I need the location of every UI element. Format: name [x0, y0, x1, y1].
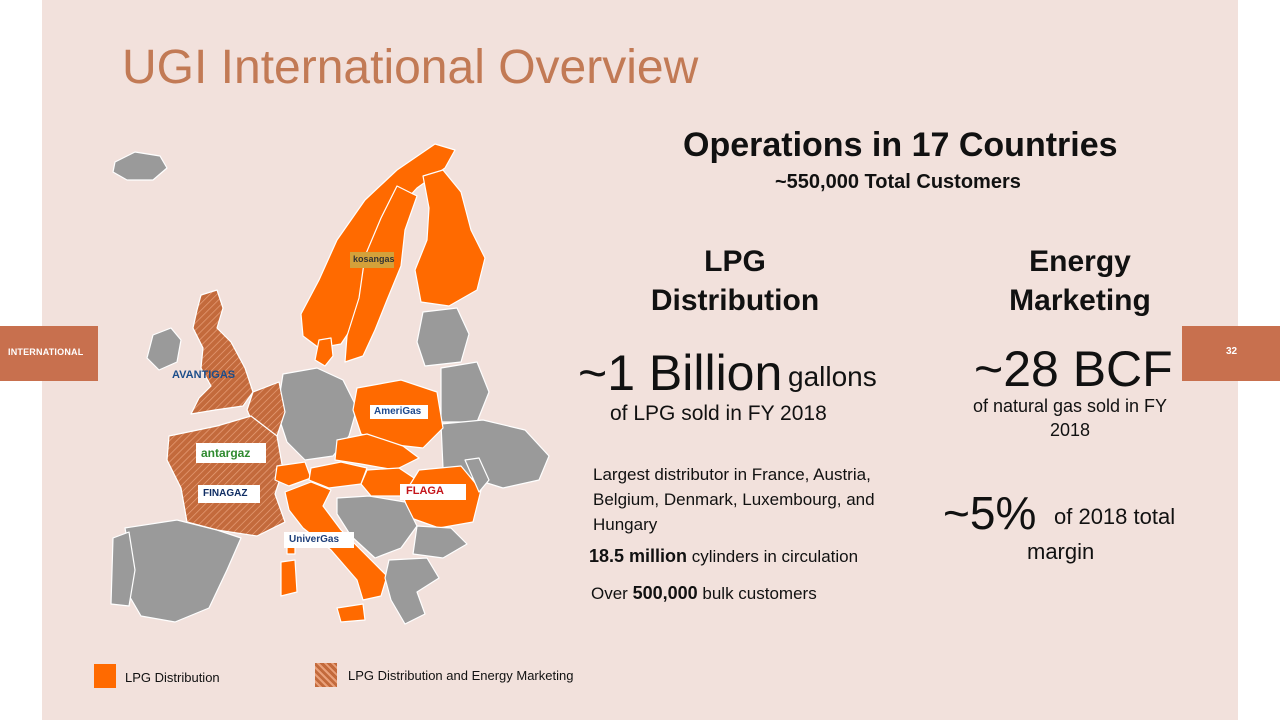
bulk-text: bulk customers	[702, 584, 817, 603]
map-bulgaria	[412, 525, 468, 559]
energy-heading-line1: Energy	[1029, 245, 1131, 278]
operations-headline: Operations in 17 Countries	[683, 126, 1118, 164]
univergas-logo: UniverGas	[284, 532, 354, 548]
lpg-volume-unit: gallons	[788, 361, 877, 392]
page-number-tab: 32	[1182, 326, 1280, 381]
cylinders-count: 18.5 million	[589, 546, 688, 566]
map-belarus	[440, 361, 490, 423]
lpg-volume-caption: of LPG sold in FY 2018	[610, 402, 827, 425]
map-ireland	[146, 327, 182, 371]
legend-swatch-lpg-energy	[315, 663, 337, 687]
legend-swatch-lpg	[94, 664, 116, 688]
bulk-customers-line: Over 500,000 bulk customers	[591, 583, 817, 604]
map-france	[166, 415, 286, 537]
cylinders-line: 18.5 million cylinders in circulation	[589, 546, 858, 567]
legend-label-lpg-energy: LPG Distribution and Energy Marketing	[348, 668, 574, 683]
europe-map	[110, 143, 550, 625]
map-portugal	[110, 531, 136, 607]
energy-volume-big: ~28 BCF	[974, 341, 1173, 397]
lpg-heading-line1: LPG	[704, 245, 766, 278]
energy-margin-caption-line2: margin	[1027, 539, 1095, 564]
map-sicily	[336, 603, 366, 623]
map-balkans	[336, 495, 418, 559]
bulk-count: 500,000	[632, 583, 698, 603]
energy-margin-caption-line1: of 2018 total	[1054, 504, 1176, 529]
lpg-facts-line1: Largest distributor in France, Austria,	[593, 465, 871, 484]
map-denmark	[314, 337, 334, 367]
map-baltics	[416, 307, 470, 367]
cylinders-text: cylinders in circulation	[691, 547, 859, 566]
map-greece	[384, 557, 440, 625]
map-uk	[190, 289, 254, 415]
legend-label-lpg: LPG Distribution	[125, 670, 220, 685]
total-customers: ~550,000 Total Customers	[775, 171, 1021, 193]
lpg-heading-line2: Distribution	[650, 284, 820, 317]
lpg-facts-line2: Belgium, Denmark, Luxembourg, and	[593, 490, 875, 509]
section-tab-label: INTERNATIONAL	[8, 347, 84, 357]
map-finland	[414, 169, 486, 307]
bulk-prefix: Over	[591, 584, 628, 603]
energy-margin-big: ~5%	[943, 487, 1037, 539]
lpg-facts-line3: Hungary	[593, 515, 658, 534]
page-number: 32	[1226, 346, 1238, 357]
finagaz-logo: FINAGAZ	[198, 485, 260, 503]
avantigas-logo: AVANTIGAS	[172, 369, 236, 381]
map-spain	[124, 519, 242, 623]
map-iceland	[112, 151, 168, 181]
energy-heading-line2: Marketing	[1009, 284, 1151, 317]
map-czech-slovakia	[334, 433, 420, 471]
page-title: UGI International Overview	[122, 41, 699, 94]
section-tab: INTERNATIONAL	[0, 326, 98, 381]
map-switzerland	[274, 461, 312, 487]
flaga-logo: FLAGA	[400, 484, 466, 500]
map-moldova	[464, 457, 490, 493]
map-sardinia	[280, 559, 298, 597]
antargaz-logo: antargaz	[196, 443, 266, 463]
amerigas-logo: AmeriGas	[370, 405, 428, 419]
kosangas-logo: kosangas	[350, 252, 395, 268]
energy-volume-caption-line2: 2018	[1049, 420, 1091, 440]
lpg-volume-big: ~1 Billion	[578, 345, 783, 401]
energy-volume-caption-line1: of natural gas sold in FY	[972, 396, 1168, 416]
